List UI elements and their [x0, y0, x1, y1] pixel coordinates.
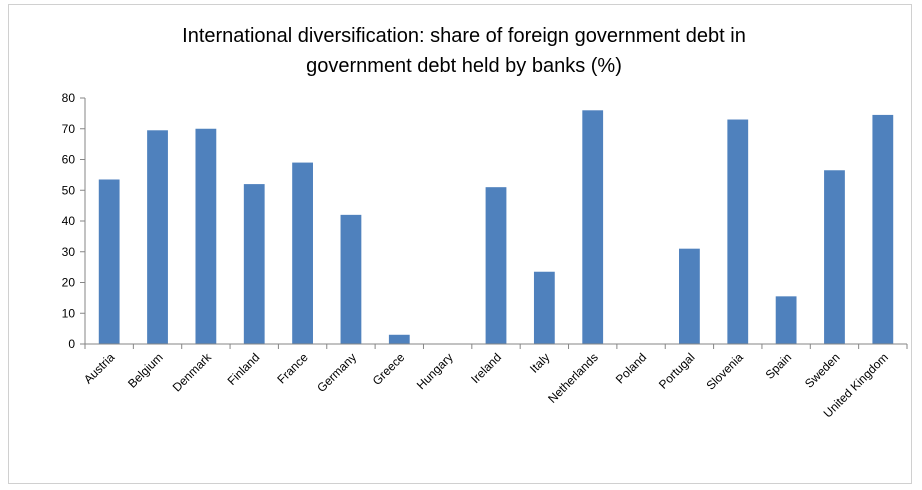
x-tick-label: Denmark: [170, 350, 215, 395]
bar-finland: [243, 184, 265, 344]
bar-spain: [775, 296, 797, 344]
bar-slovenia: [727, 119, 749, 345]
x-tick-label: Finland: [225, 350, 263, 388]
x-tick-label: Sweden: [802, 350, 843, 391]
bar-united-kingdom: [872, 114, 894, 344]
y-tick-label: 40: [62, 214, 76, 228]
bar-chart: International diversification: share of …: [62, 25, 908, 421]
bar-belgium: [147, 130, 168, 344]
x-axis: Austria Belgium Denmark Finland France German…: [81, 343, 908, 421]
chart-title-line-1: International diversification: share of …: [182, 25, 746, 47]
x-tick-label: Portugal: [656, 350, 698, 392]
x-tick-label: Austria: [81, 350, 118, 387]
y-tick-label: 0: [68, 337, 75, 351]
x-tick-label: Poland: [613, 350, 649, 386]
y-tick-label: 10: [62, 306, 76, 320]
bar-netherlands: [582, 110, 604, 344]
y-tick-label: 20: [62, 276, 76, 290]
x-tick-label: Netherlands: [545, 350, 601, 406]
bar-denmark: [195, 128, 217, 344]
bar-austria: [98, 179, 120, 344]
bar-sweden: [824, 170, 845, 344]
y-axis: 0 10 20 30 40 50 60 70 80: [62, 91, 86, 351]
x-tick-label: Belgium: [125, 350, 166, 391]
chart-area: International diversification: share of …: [8, 4, 912, 484]
x-tick-label: Italy: [527, 350, 552, 375]
x-tick-label: Slovenia: [703, 350, 746, 393]
bar-germany: [340, 214, 362, 344]
bar-portugal: [679, 248, 700, 344]
x-tick-label: Spain: [763, 350, 795, 382]
x-tick-label: France: [274, 350, 311, 387]
x-tick-label: Hungary: [414, 350, 456, 392]
y-tick-label: 80: [62, 91, 76, 105]
bar-france: [292, 162, 313, 344]
bars: [98, 110, 894, 345]
y-tick-label: 30: [62, 245, 76, 259]
y-tick-label: 70: [62, 122, 76, 136]
x-tick-label: Ireland: [468, 350, 504, 386]
x-tick-label: Germany: [314, 350, 359, 395]
bar-greece: [388, 334, 410, 344]
chart-title-line-2: government debt held by banks (%): [306, 55, 622, 77]
x-tick-label: Greece: [370, 350, 408, 388]
y-tick-label: 60: [62, 153, 76, 167]
y-tick-label: 50: [62, 183, 76, 197]
bar-italy: [533, 271, 555, 344]
bar-ireland: [485, 187, 507, 344]
